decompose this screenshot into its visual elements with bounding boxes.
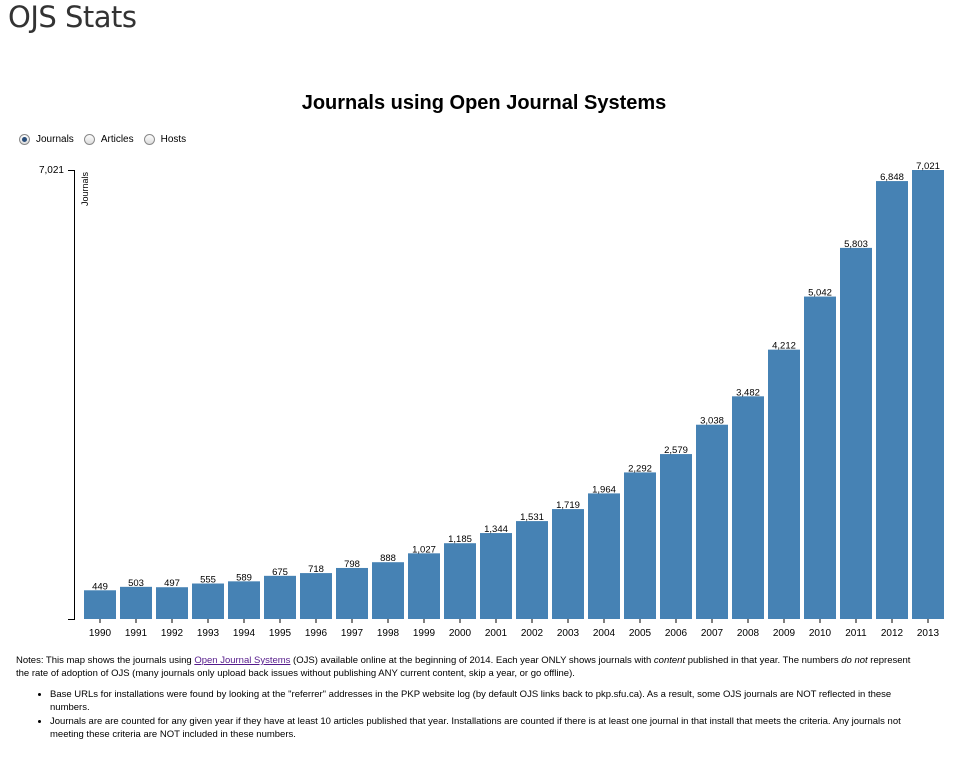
bar-1995 [264, 575, 296, 619]
bar-chart: 7,021 Journals 449 503 497 555 589 675 718 798 8… [39, 161, 944, 639]
x-tick-label-2012: 2012 [881, 628, 904, 639]
radio-hosts-button[interactable] [143, 134, 155, 145]
bar-2011 [840, 247, 872, 619]
value-label-1991: 503 [128, 578, 144, 589]
bar-2008 [732, 396, 764, 619]
x-tick-label-1999: 1999 [413, 628, 436, 639]
bar-2007 [696, 424, 728, 619]
value-label-2013: 7,021 [916, 161, 940, 172]
bar-1990 [84, 590, 116, 619]
x-tick-label-1996: 1996 [305, 628, 328, 639]
y-axis-label: Journals [80, 172, 90, 207]
x-tick-label-2002: 2002 [521, 628, 544, 639]
x-tick-label-2006: 2006 [665, 628, 688, 639]
radio-journals-label[interactable]: Journals [36, 134, 74, 145]
radio-journals[interactable]: Journals [19, 134, 74, 145]
value-label-2002: 1,531 [520, 512, 544, 523]
x-axis-labels: 1990 1991 1992 1993 1994 1995 1996 1997 1998 1999… [89, 619, 940, 639]
bar-2013 [912, 170, 944, 619]
bar-2003 [552, 509, 584, 619]
radio-articles-label[interactable]: Articles [100, 134, 134, 145]
value-label-2003: 1,719 [556, 500, 580, 511]
value-label-2004: 1,964 [592, 484, 616, 495]
bar-2000 [444, 543, 476, 619]
value-label-2005: 2,292 [628, 463, 652, 474]
x-tick-label-1993: 1993 [197, 628, 220, 639]
bar-2009 [768, 349, 800, 619]
bar-1994 [228, 581, 260, 619]
bar-2010 [804, 296, 836, 619]
bar-2002 [516, 521, 548, 619]
ojs-link[interactable]: Open Journal Systems [194, 655, 291, 666]
value-label-2010: 5,042 [808, 288, 832, 299]
x-tick-label-1990: 1990 [89, 628, 112, 639]
metric-radio-group: Journals Articles Hosts [19, 134, 196, 145]
value-label-2012: 6,848 [880, 172, 904, 183]
radio-hosts[interactable]: Hosts [143, 134, 187, 145]
bar-2012 [876, 181, 908, 619]
x-tick-label-1994: 1994 [233, 628, 256, 639]
x-tick-label-2009: 2009 [773, 628, 796, 639]
notes-intro: Notes: This map shows the journals using… [16, 655, 911, 679]
value-label-1998: 888 [380, 553, 396, 564]
value-label-2011: 5,803 [844, 239, 868, 250]
bar-2001 [480, 533, 512, 619]
x-tick-label-2004: 2004 [593, 628, 616, 639]
chart-title: Journals using Open Journal Systems [301, 92, 667, 114]
bar-1999 [408, 553, 440, 619]
value-label-1990: 449 [92, 581, 108, 592]
bars-group [84, 170, 944, 619]
x-tick-label-2007: 2007 [701, 628, 724, 639]
notes-list: Base URLs for installations were found b… [16, 688, 916, 741]
bar-1996 [300, 573, 332, 619]
x-tick-label-1991: 1991 [125, 628, 148, 639]
value-label-1999: 1,027 [412, 544, 436, 555]
value-label-1992: 497 [164, 578, 180, 589]
bar-1991 [120, 586, 152, 619]
value-label-2001: 1,344 [484, 524, 508, 535]
value-label-2008: 3,482 [736, 387, 760, 398]
notes-section: Notes: This map shows the journals using… [16, 654, 916, 742]
x-tick-label-2013: 2013 [917, 628, 940, 639]
radio-articles[interactable]: Articles [83, 134, 134, 145]
x-tick-label-1997: 1997 [341, 628, 364, 639]
bar-2006 [660, 454, 692, 619]
value-labels-group: 449 503 497 555 589 675 718 798 888 1,027 1,185 1,3… [92, 161, 940, 592]
x-tick-label-2011: 2011 [845, 628, 867, 639]
bar-1998 [372, 562, 404, 619]
value-label-2009: 4,212 [772, 341, 796, 352]
bar-2005 [624, 472, 656, 619]
value-label-2000: 1,185 [448, 534, 472, 545]
x-tick-label-2005: 2005 [629, 628, 652, 639]
x-tick-label-2008: 2008 [737, 628, 760, 639]
x-tick-label-1995: 1995 [269, 628, 292, 639]
y-tick-label-max: 7,021 [39, 165, 64, 176]
value-label-1994: 589 [236, 572, 252, 583]
value-label-1996: 718 [308, 564, 324, 575]
value-label-1995: 675 [272, 567, 288, 578]
value-label-2006: 2,579 [664, 445, 688, 456]
x-tick-label-1998: 1998 [377, 628, 400, 639]
bar-2004 [588, 493, 620, 619]
page-title: OJS Stats [8, 0, 137, 34]
notes-bullet: Base URLs for installations were found b… [50, 688, 916, 714]
radio-journals-button[interactable] [19, 134, 30, 145]
x-tick-label-1992: 1992 [161, 628, 184, 639]
x-tick-label-2001: 2001 [485, 628, 508, 639]
value-label-2007: 3,038 [700, 416, 724, 427]
radio-hosts-label[interactable]: Hosts [160, 134, 187, 145]
notes-bullet: Journals are are counted for any given y… [50, 715, 916, 741]
value-label-1997: 798 [344, 559, 360, 570]
bar-1992 [156, 587, 188, 619]
x-tick-label-2000: 2000 [449, 628, 472, 639]
bar-1997 [336, 567, 368, 619]
y-axis: 7,021 Journals [39, 165, 90, 620]
x-tick-label-2010: 2010 [809, 628, 832, 639]
x-tick-label-2003: 2003 [557, 628, 580, 639]
radio-articles-button[interactable] [83, 134, 95, 145]
value-label-1993: 555 [200, 575, 216, 586]
bar-1993 [192, 583, 224, 619]
